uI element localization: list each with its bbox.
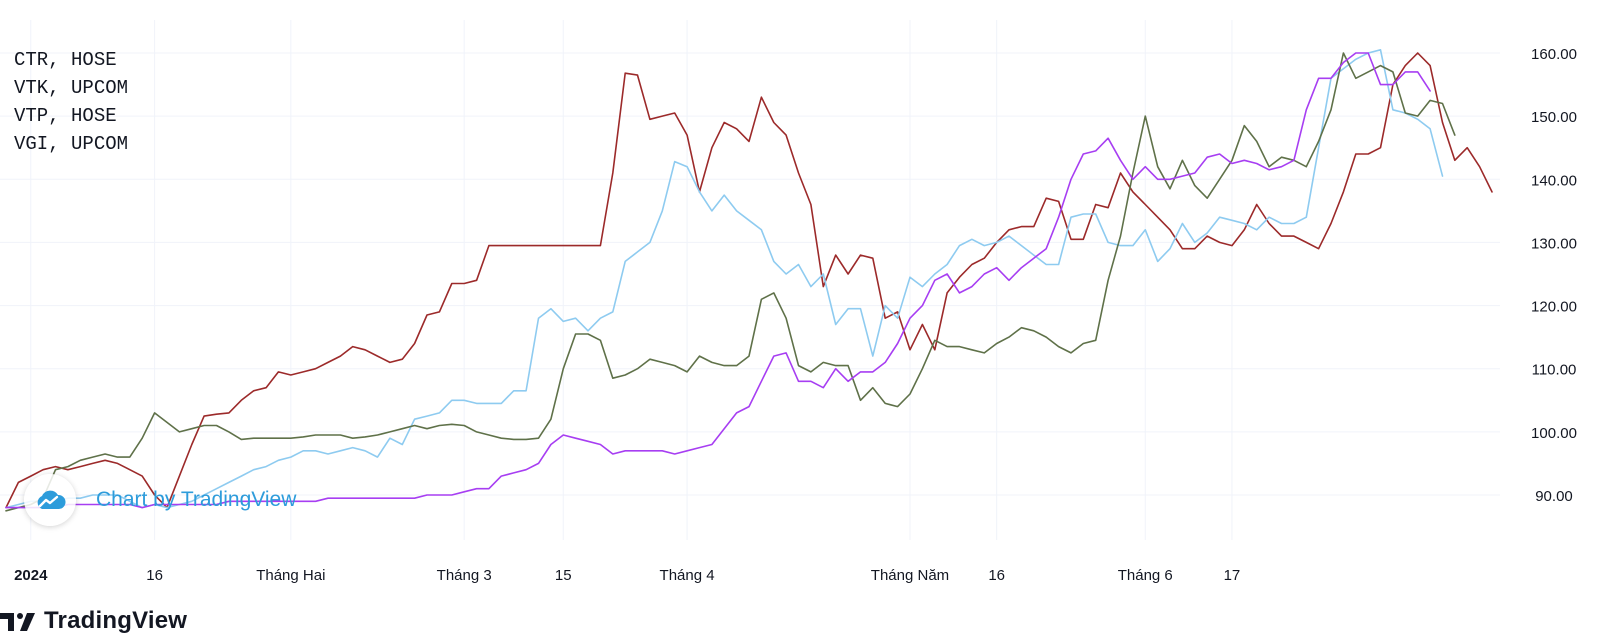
series-line-ctr[interactable]: [5, 52, 1493, 509]
chart-watermark[interactable]: Chart by TradingView: [24, 474, 296, 526]
y-tick-label: 90.00: [1535, 488, 1573, 505]
footer-logo[interactable]: TradingView: [0, 606, 187, 636]
x-tick-label: Tháng Năm: [871, 567, 949, 584]
x-tick-label: 2024: [14, 567, 48, 584]
watermark-text: Chart by TradingView: [96, 488, 297, 511]
y-tick-label: 150.00: [1531, 109, 1577, 126]
tradingview-cloud-icon: [24, 474, 76, 526]
y-tick-label: 130.00: [1531, 235, 1577, 252]
legend-entry-vtk[interactable]: VTK, UPCOM: [14, 77, 129, 99]
gridlines: [0, 20, 1500, 540]
series-line-vtp[interactable]: [5, 52, 1456, 512]
x-tick-label: 15: [555, 567, 572, 584]
x-tick-label: Tháng 4: [660, 567, 715, 584]
series-lines: [5, 48, 1493, 512]
legend: CTR, HOSE VTK, UPCOM VTP, HOSE VGI, UPCO…: [14, 46, 128, 158]
legend-entry-vgi[interactable]: VGI, UPCOM: [14, 133, 129, 155]
series-line-vgi[interactable]: [5, 52, 1431, 509]
y-tick-label: 110.00: [1532, 362, 1577, 379]
y-tick-label: 100.00: [1531, 425, 1577, 442]
y-tick-label: 120.00: [1531, 299, 1577, 316]
legend-entry-vtp[interactable]: VTP, HOSE: [14, 105, 117, 127]
price-axis[interactable]: 90.00 100.00 110.00 120.00 130.00 140.00 150.0…: [1531, 46, 1577, 505]
tradingview-logo-icon: [0, 613, 35, 631]
time-axis[interactable]: 2024 16 Tháng Hai Tháng 3 15 Tháng 4 Tháng Năm…: [14, 567, 1240, 584]
x-tick-label: 16: [146, 567, 163, 584]
x-tick-label: Tháng Hai: [256, 567, 325, 584]
series-line-vtk[interactable]: [5, 48, 1444, 509]
footer-brand-text: TradingView: [44, 607, 188, 634]
x-tick-label: Tháng 6: [1118, 567, 1173, 584]
x-tick-label: Tháng 3: [437, 567, 492, 584]
legend-entry-ctr[interactable]: CTR, HOSE: [14, 49, 117, 71]
y-tick-label: 140.00: [1531, 172, 1577, 189]
x-tick-label: 17: [1224, 567, 1241, 584]
y-tick-label: 160.00: [1531, 46, 1577, 63]
x-tick-label: 16: [988, 567, 1005, 584]
